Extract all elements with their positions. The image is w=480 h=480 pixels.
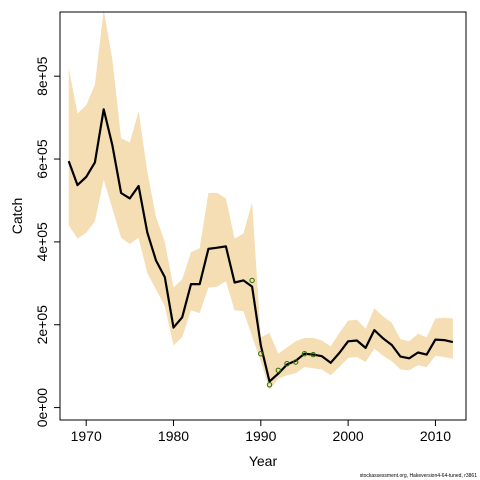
confidence-band-layer [68, 9, 453, 390]
observation-point [249, 277, 255, 284]
y-tick-label: 6e+05 [34, 139, 50, 179]
plot-frame [59, 11, 467, 421]
observation-point [310, 351, 316, 358]
observation-point [275, 367, 281, 373]
footnote: stockassessment.org, Hakeversion4-64-tun… [360, 473, 478, 479]
x-tick-label: 1970 [71, 428, 102, 444]
x-tick-label: 1990 [245, 428, 276, 444]
observation-point [258, 351, 264, 357]
x-tick-label: 2000 [333, 428, 364, 444]
x-tick-label: 1980 [158, 428, 189, 444]
y-axis: 0e+00 2e+05 4e+05 6e+05 8e+05 [34, 56, 60, 427]
observation-point [266, 382, 273, 388]
x-tick-label: 2010 [420, 428, 451, 444]
y-axis-title: Catch [9, 198, 25, 235]
estimate-line-layer [67, 108, 454, 383]
y-tick-label: 0e+00 [34, 388, 50, 428]
observation-points-layer [249, 277, 316, 388]
confidence-band [68, 9, 453, 390]
catch-estimate-line [67, 108, 454, 383]
y-tick-label: 8e+05 [34, 56, 50, 96]
observation-point [301, 351, 308, 357]
x-axis: 1970 1980 1990 2000 2010 [71, 420, 451, 444]
y-tick-label: 4e+05 [34, 222, 50, 262]
x-axis-title: Year [249, 453, 278, 469]
observation-point [284, 361, 290, 367]
y-tick-label: 2e+05 [34, 305, 50, 345]
observation-point [293, 359, 299, 365]
